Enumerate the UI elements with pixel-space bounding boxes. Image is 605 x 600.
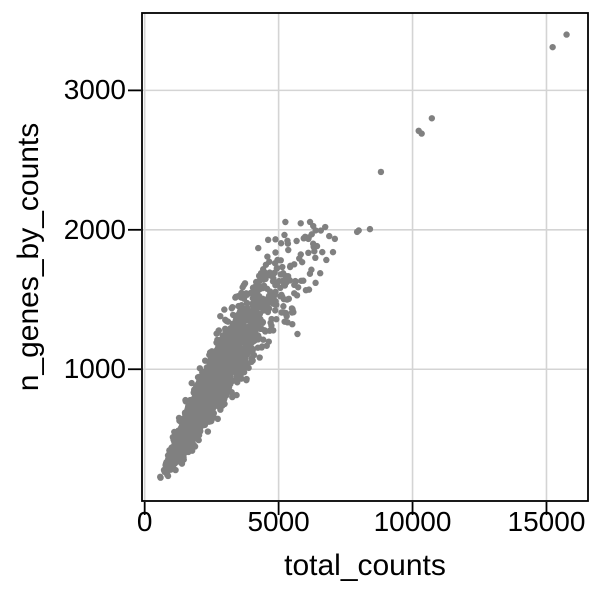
x-tick-label: 5000 xyxy=(247,506,310,537)
y-tick-label: 1000 xyxy=(63,353,126,385)
x-tick-label: 15000 xyxy=(507,506,586,537)
y-tick-label: 2000 xyxy=(63,213,126,245)
x-tick-label: 0 xyxy=(136,506,153,537)
x-tick-label: 10000 xyxy=(373,506,452,537)
y-tick-label: 3000 xyxy=(63,74,126,106)
y-axis-label: n_genes_by_counts xyxy=(12,122,45,392)
x-axis-label: total_counts xyxy=(284,549,446,582)
